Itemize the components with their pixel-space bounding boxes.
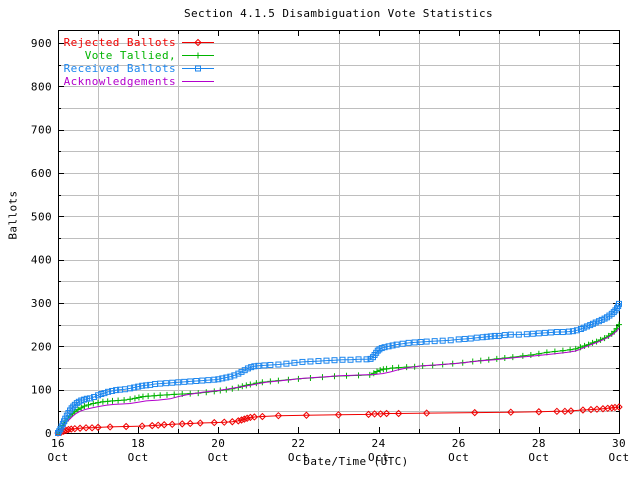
svg-text:100: 100 (31, 384, 52, 397)
svg-text:16: 16 (51, 437, 65, 450)
svg-text:700: 700 (31, 124, 52, 137)
svg-text:18: 18 (131, 437, 145, 450)
svg-text:300: 300 (31, 297, 52, 310)
x-axis-label: Date/Time (UTC) (303, 455, 409, 468)
legend-sample-line (182, 81, 214, 82)
legend-row-1: Vote Tallied, (56, 49, 221, 62)
legend-label: Vote Tallied, (84, 49, 176, 62)
svg-text:20: 20 (211, 437, 225, 450)
svg-text:400: 400 (31, 254, 52, 267)
svg-text:Oct: Oct (128, 451, 149, 464)
legend-label: Acknowledgements (63, 75, 176, 88)
svg-text:Oct: Oct (368, 451, 389, 464)
svg-text:900: 900 (31, 37, 52, 50)
svg-text:Oct: Oct (608, 451, 629, 464)
svg-text:500: 500 (31, 210, 52, 223)
svg-text:Oct: Oct (208, 451, 229, 464)
svg-text:0: 0 (45, 427, 52, 440)
svg-text:Oct: Oct (448, 451, 469, 464)
svg-text:24: 24 (372, 437, 386, 450)
svg-text:Oct: Oct (47, 451, 68, 464)
legend-row-2: Received Ballots (56, 62, 221, 75)
legend-label: Received Ballots (63, 62, 176, 75)
legend-row-3: Acknowledgements (56, 75, 221, 88)
svg-text:22: 22 (291, 437, 305, 450)
legend-row-0: Rejected Ballots (56, 36, 221, 49)
y-axis-label: Ballots (6, 190, 20, 240)
legend-sample-line (182, 52, 214, 59)
svg-text:800: 800 (31, 80, 52, 93)
svg-text:200: 200 (31, 340, 52, 353)
svg-text:Oct: Oct (288, 451, 309, 464)
legend-label: Rejected Ballots (63, 36, 176, 49)
svg-text:28: 28 (532, 437, 546, 450)
svg-text:Oct: Oct (528, 451, 549, 464)
legend-sample-line (182, 65, 214, 72)
svg-text:600: 600 (31, 167, 52, 180)
legend-sample-line (182, 38, 214, 47)
svg-text:26: 26 (452, 437, 466, 450)
svg-text:30: 30 (612, 437, 626, 450)
chart-title: Section 4.1.5 Disambiguation Vote Statis… (184, 7, 493, 20)
